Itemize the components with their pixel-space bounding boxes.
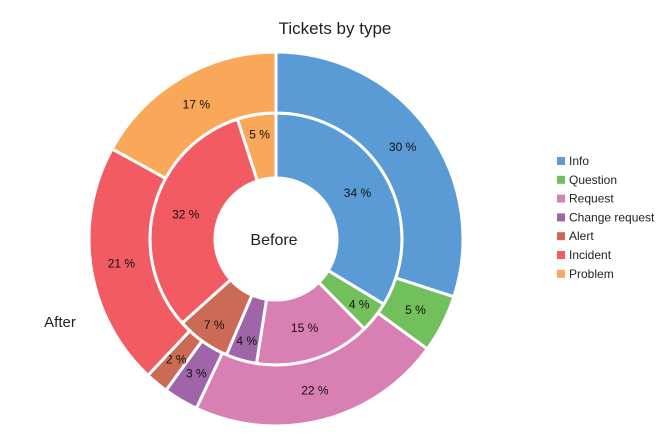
- legend-item-request[interactable]: Request: [557, 192, 614, 206]
- label-request-after: 22 %: [301, 384, 329, 398]
- legend-item-info[interactable]: Info: [557, 154, 589, 168]
- legend: Info Question Request Change request Alert In…: [557, 154, 655, 281]
- label-info-before: 34 %: [344, 186, 372, 200]
- legend-item-question[interactable]: Question: [557, 173, 617, 187]
- label-problem-after: 17 %: [183, 97, 211, 111]
- legend-swatch-alert: [557, 232, 565, 241]
- legend-item-alert[interactable]: Alert: [557, 229, 594, 243]
- legend-label-alert: Alert: [569, 229, 594, 243]
- label-problem-before: 5 %: [249, 127, 270, 141]
- chart-title: Tickets by type: [279, 19, 392, 38]
- label-request-before: 15 %: [291, 321, 319, 335]
- label-alert-before: 7 %: [204, 318, 225, 332]
- rings: 34 % 4 % 15 % 4 % 7 % 32 % 5 % 30 % 5 % 22 % 3 %2 …: [87, 50, 465, 428]
- label-change-request-after: 3 %: [186, 367, 207, 381]
- legend-label-change-request: Change request: [569, 210, 655, 224]
- outer-ring: 30 % 5 % 22 % 3 %2 % 21 % 17 %: [87, 50, 465, 428]
- label-change-request-before: 4 %: [236, 334, 257, 348]
- slice-problem-after[interactable]: [110, 50, 278, 180]
- legend-label-incident: Incident: [569, 248, 612, 262]
- legend-item-change-request[interactable]: Change request: [557, 210, 655, 224]
- legend-item-problem[interactable]: Problem: [557, 267, 614, 281]
- slice-info-after[interactable]: [274, 50, 465, 299]
- label-question-after: 5 %: [405, 303, 426, 317]
- outer-ring-label: After: [44, 314, 76, 331]
- legend-label-info: Info: [569, 154, 589, 168]
- legend-swatch-change-request: [557, 213, 565, 222]
- legend-swatch-incident: [557, 251, 565, 259]
- legend-swatch-question: [557, 175, 565, 184]
- legend-swatch-info: [557, 157, 565, 165]
- legend-label-problem: Problem: [569, 267, 614, 281]
- legend-item-incident[interactable]: Incident: [557, 248, 612, 262]
- label-incident-after: 21 %: [108, 256, 136, 270]
- label-info-after: 30 %: [389, 140, 417, 154]
- label-alert-after: 2 %: [166, 353, 187, 367]
- legend-label-request: Request: [569, 192, 614, 206]
- legend-swatch-problem: [557, 269, 565, 278]
- label-incident-before: 32 %: [172, 208, 200, 222]
- label-question-before: 4 %: [349, 298, 370, 312]
- inner-ring-label: Before: [250, 232, 297, 249]
- legend-label-question: Question: [569, 173, 617, 187]
- legend-swatch-request: [557, 194, 565, 203]
